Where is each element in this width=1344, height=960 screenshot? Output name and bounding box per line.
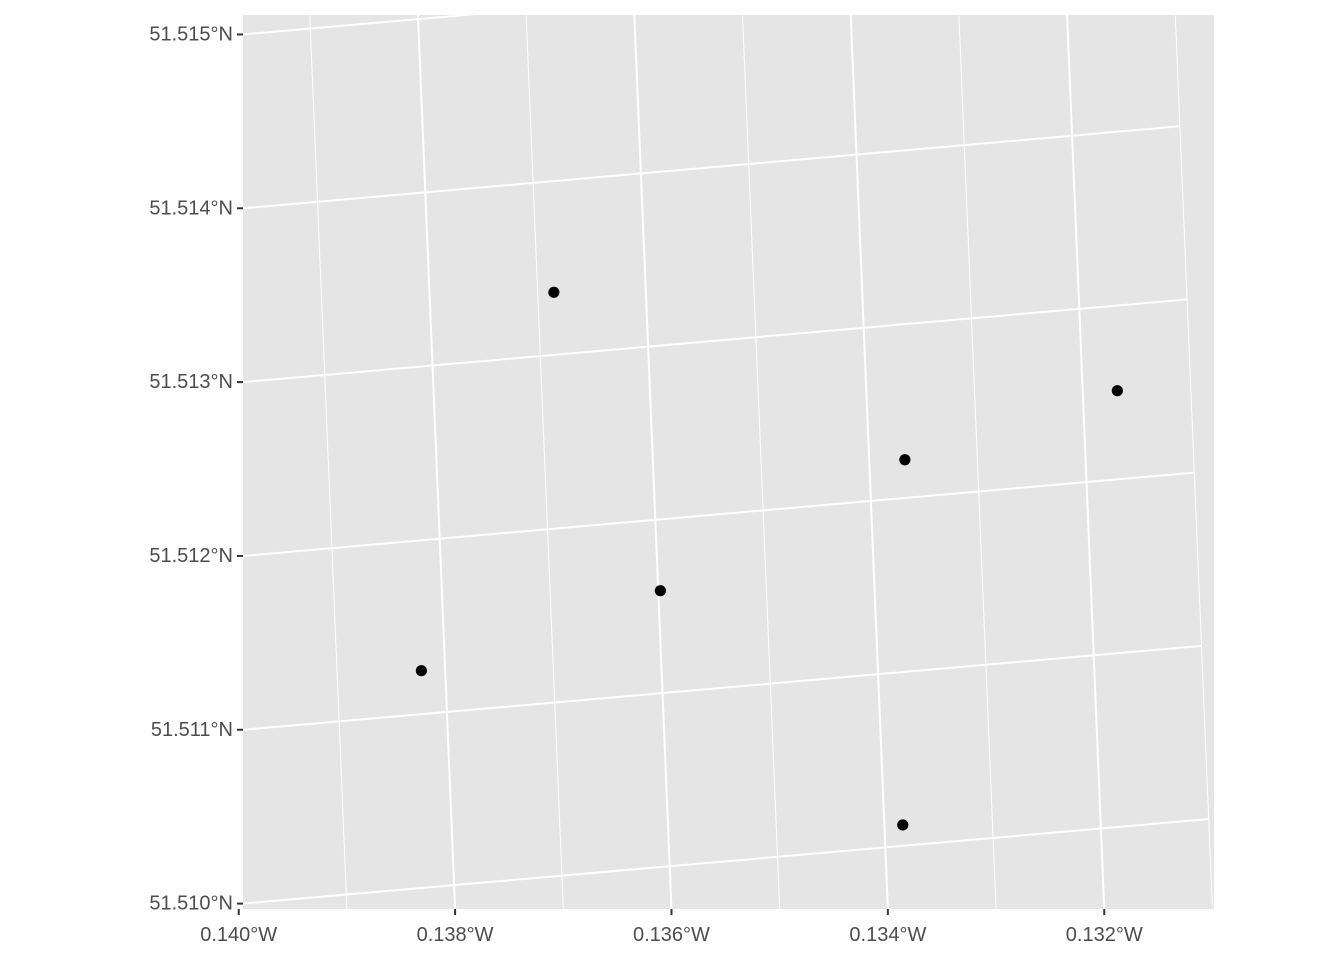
meridian-line xyxy=(525,15,564,909)
meridian-line xyxy=(416,15,457,909)
x-tick-label: 0.138°W xyxy=(417,924,494,946)
data-point xyxy=(1111,385,1123,397)
map-panel xyxy=(243,15,1214,909)
meridian-line xyxy=(849,15,889,909)
data-point xyxy=(415,665,427,677)
meridian-line xyxy=(91,0,134,960)
parallel-line xyxy=(243,644,1202,731)
y-tick-label: 51.515°N xyxy=(149,23,233,45)
data-point xyxy=(899,454,911,466)
parallel-line xyxy=(243,298,1188,384)
meridian-line xyxy=(633,15,673,909)
x-tick-label: 0.136°W xyxy=(633,924,710,946)
x-axis: 0.140°W 0.138°W 0.136°W 0.134°W 0.132°W xyxy=(200,909,1143,946)
parallel-line xyxy=(243,125,1180,210)
meridian-line xyxy=(1066,15,1106,909)
parallel-line xyxy=(243,818,1209,905)
meridian-line xyxy=(958,15,997,909)
meridian-line xyxy=(1174,15,1213,906)
y-tick-label: 51.510°N xyxy=(149,893,233,915)
y-tick-label: 51.513°N xyxy=(149,371,233,393)
y-tick-label: 51.514°N xyxy=(149,197,233,219)
y-axis: 51.515°N 51.514°N 51.513°N 51.512°N 51.511°N… xyxy=(149,23,243,915)
data-point xyxy=(654,585,667,597)
point-layer xyxy=(212,62,1123,831)
meridian-line xyxy=(309,15,348,909)
data-point xyxy=(897,819,909,831)
data-point xyxy=(212,62,223,73)
data-point xyxy=(231,238,242,249)
meridian-line xyxy=(742,15,781,909)
parallel-line xyxy=(243,471,1195,557)
meridian-line xyxy=(199,0,242,960)
x-tick-label: 0.140°W xyxy=(200,924,277,946)
graticule xyxy=(91,0,1213,960)
y-tick-label: 51.512°N xyxy=(149,545,233,567)
data-point xyxy=(548,286,560,298)
y-tick-label: 51.511°N xyxy=(151,719,233,741)
x-tick-label: 0.132°W xyxy=(1066,924,1143,946)
parallel-line xyxy=(243,15,477,36)
x-tick-label: 0.134°W xyxy=(849,924,926,946)
